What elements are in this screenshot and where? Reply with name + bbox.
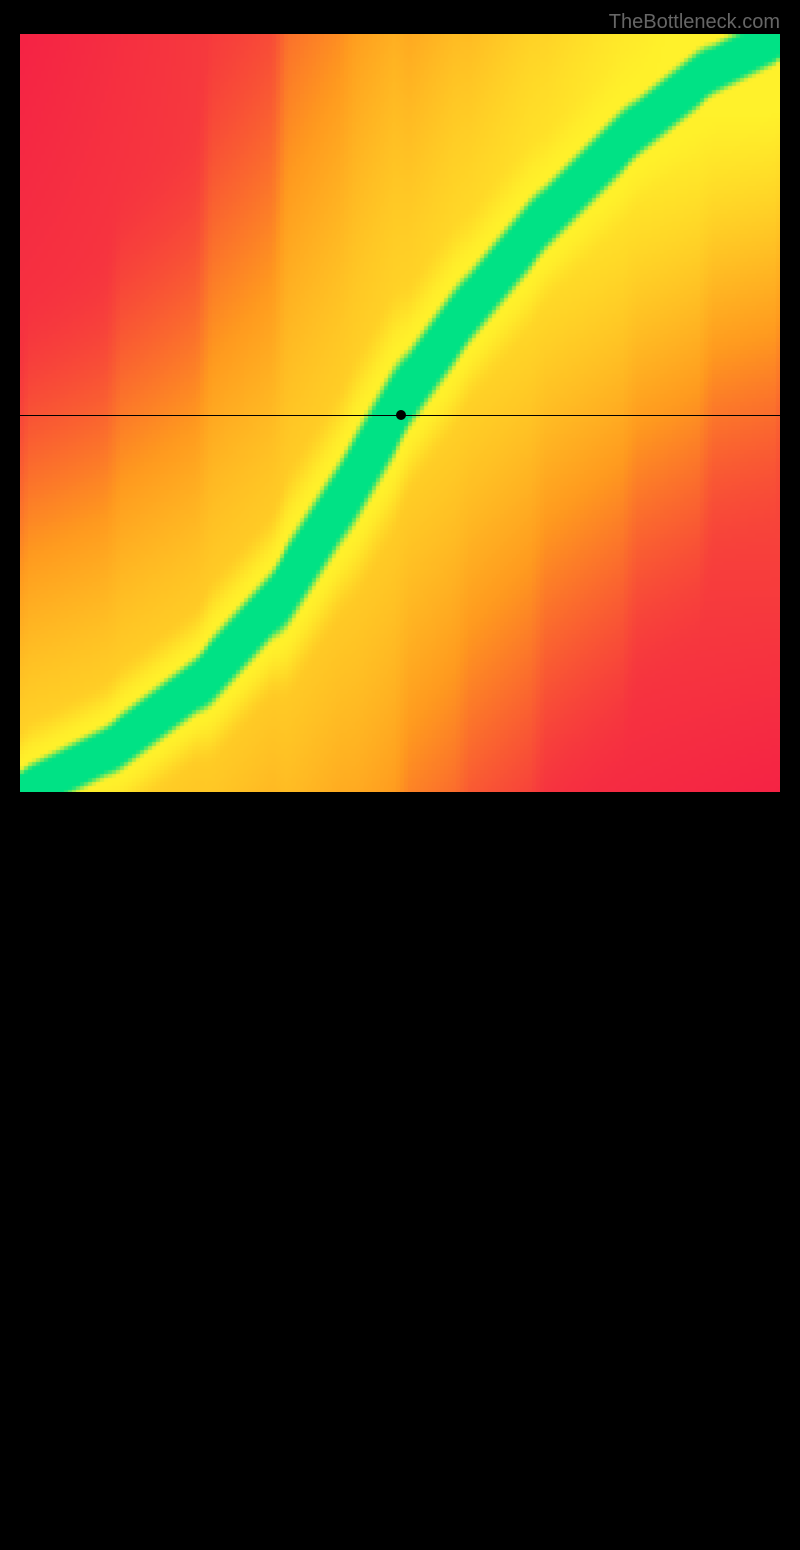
crosshair-vertical: [401, 792, 402, 1550]
watermark-text: TheBottleneck.com: [609, 11, 780, 34]
center-marker: [396, 410, 406, 420]
bottleneck-heatmap: [20, 34, 780, 792]
